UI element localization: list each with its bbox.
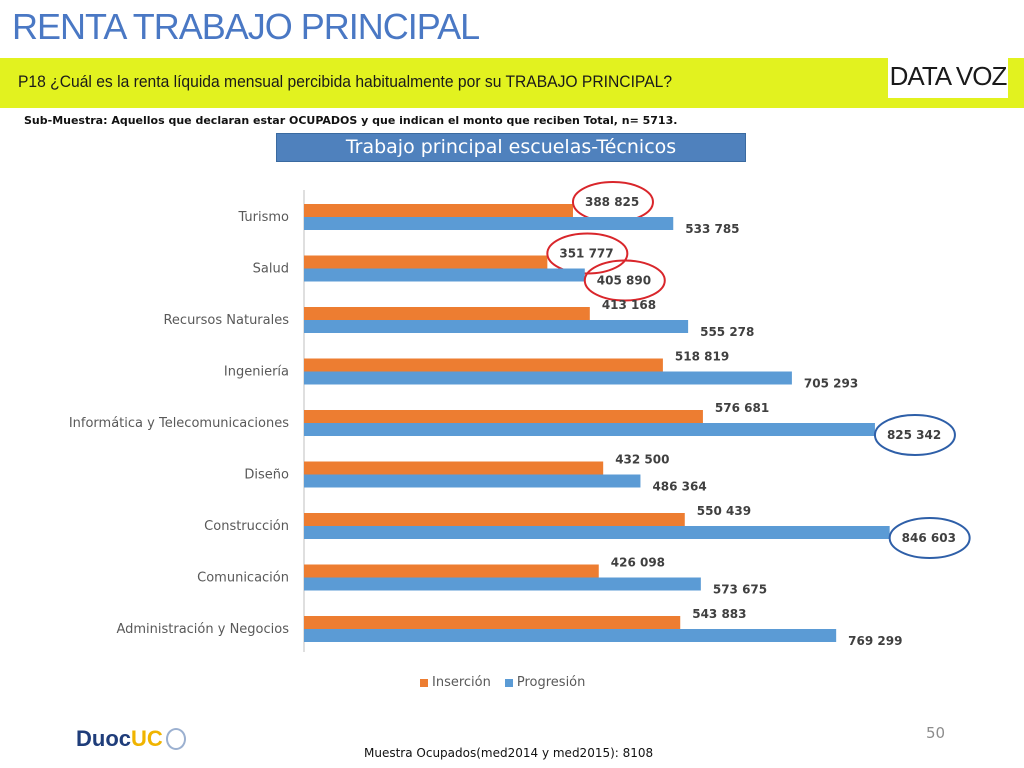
data-label: 573 675	[713, 583, 767, 597]
highlight-circle	[873, 414, 956, 456]
seal-icon	[165, 728, 186, 750]
chart-title: Trabajo principal escuelas-Técnicos	[276, 133, 746, 162]
category-label: Diseño	[244, 468, 289, 483]
category-label: Administración y Negocios	[116, 622, 289, 637]
bar-progresion	[304, 577, 701, 591]
legend-swatch-insercion	[420, 678, 428, 687]
bar-progresion	[304, 526, 890, 539]
bar-progresion	[304, 629, 837, 642]
chart-legend: Inserción Progresión	[420, 675, 585, 690]
bar-chart: Turismo 388 825 533 785 Salud 351 777 405 890…	[69, 181, 971, 652]
category-label: Ingeniería	[224, 365, 289, 380]
data-label: 846 603	[902, 531, 956, 545]
datavoz-logo-text: DATA VOZ	[889, 60, 1008, 91]
bar-insercion	[304, 616, 681, 629]
subsample-note: Sub-Muestra: Aquellos que declaran estar…	[24, 114, 678, 127]
data-label: 543 883	[692, 607, 746, 621]
bar-insercion	[304, 255, 548, 269]
uc-logo-text: UC	[131, 726, 163, 751]
duoc-logo-text: Duoc	[76, 726, 131, 751]
data-label: 769 299	[848, 634, 902, 648]
question-band	[0, 58, 1024, 108]
bar-insercion	[304, 461, 604, 475]
data-label: 550 439	[697, 504, 751, 518]
category-label: Salud	[253, 262, 289, 277]
legend-item-progresion: Progresión	[504, 675, 586, 690]
category-label: Turismo	[237, 210, 289, 225]
data-label: 405 890	[597, 274, 651, 288]
legend-item-insercion: Inserción	[420, 675, 491, 690]
bar-progresion	[304, 268, 585, 282]
data-label: 705 293	[804, 377, 858, 391]
datavoz-logo: DATA VOZ	[888, 54, 1008, 98]
data-label: 576 681	[715, 401, 769, 415]
data-label: 413 168	[602, 298, 656, 312]
data-label: 555 278	[700, 325, 754, 339]
category-label: Recursos Naturales	[163, 313, 289, 328]
bar-progresion	[304, 371, 792, 385]
data-label: 533 785	[685, 222, 739, 236]
data-label: 432 500	[615, 453, 669, 467]
bar-insercion	[304, 564, 599, 578]
category-label: Comunicación	[197, 571, 289, 586]
sample-note: Muestra Ocupados(med2014 y med2015): 810…	[364, 746, 654, 760]
question-text: P18 ¿Cuál es la renta líquida mensual pe…	[18, 72, 673, 91]
data-label: 388 825	[585, 195, 639, 209]
page-title: RENTA TRABAJO PRINCIPAL	[12, 6, 480, 47]
bar-progresion	[304, 217, 674, 230]
data-label: 486 364	[652, 480, 706, 494]
data-label: 426 098	[611, 556, 665, 570]
category-label: Informática y Telecomunicaciones	[69, 416, 289, 431]
bar-progresion	[304, 423, 875, 436]
category-label: Construcción	[204, 519, 289, 534]
page-number: 50	[926, 724, 946, 742]
bar-progresion	[304, 320, 689, 333]
bar-insercion	[304, 410, 703, 423]
data-label: 825 342	[887, 428, 941, 442]
legend-label-insercion: Inserción	[432, 675, 491, 690]
legend-swatch-progresion	[504, 678, 513, 687]
bar-insercion	[304, 513, 685, 526]
data-label: 518 819	[675, 350, 729, 364]
bar-insercion	[304, 307, 590, 320]
data-label: 351 777	[559, 247, 613, 261]
bar-progresion	[304, 474, 641, 488]
highlight-circle	[583, 259, 666, 302]
highlight-circle	[888, 517, 971, 559]
bar-insercion	[304, 358, 663, 372]
duoc-uc-logo: Duoc UC	[76, 724, 186, 754]
bar-insercion	[304, 204, 573, 217]
legend-label-progresion: Progresión	[516, 675, 586, 690]
